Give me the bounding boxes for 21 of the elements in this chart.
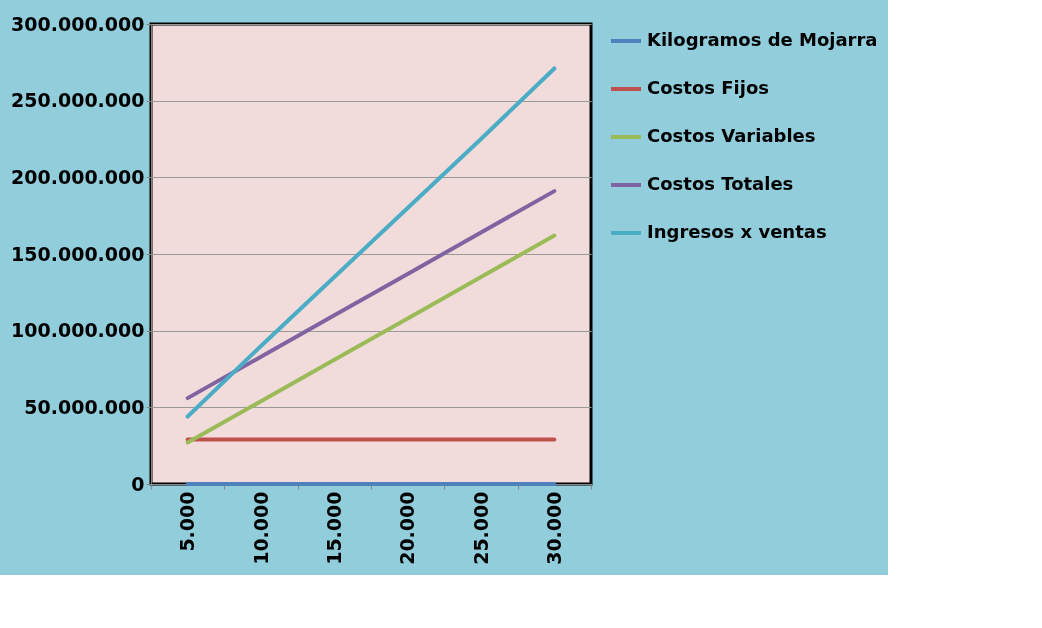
x-tick-label: 5.000 [176, 491, 199, 552]
x-tick-label: 10.000 [249, 491, 272, 565]
y-tick-label: 0 [131, 472, 145, 495]
legend-label: Kilogramos de Mojarra [647, 29, 878, 50]
legend-label: Costos Variables [647, 125, 816, 146]
x-tick-label: 15.000 [322, 491, 345, 565]
y-tick-label: 250.000.000 [11, 89, 145, 112]
legend-label: Costos Fijos [647, 77, 769, 98]
y-tick-label: 150.000.000 [11, 242, 145, 265]
y-tick-label: 200.000.000 [11, 165, 145, 188]
x-tick-label: 25.000 [469, 491, 492, 565]
y-tick-label: 300.000.000 [11, 12, 145, 35]
line-series [185, 66, 557, 419]
x-tick-label: 30.000 [542, 491, 565, 565]
line-series [185, 189, 557, 401]
y-tick-label: 50.000.000 [24, 395, 145, 418]
legend-label: Ingresos x ventas [647, 221, 827, 242]
legend-label: Costos Totales [647, 173, 794, 194]
line-series [185, 233, 557, 445]
x-tick-label: 20.000 [396, 491, 419, 565]
y-tick-label: 100.000.000 [11, 319, 145, 342]
